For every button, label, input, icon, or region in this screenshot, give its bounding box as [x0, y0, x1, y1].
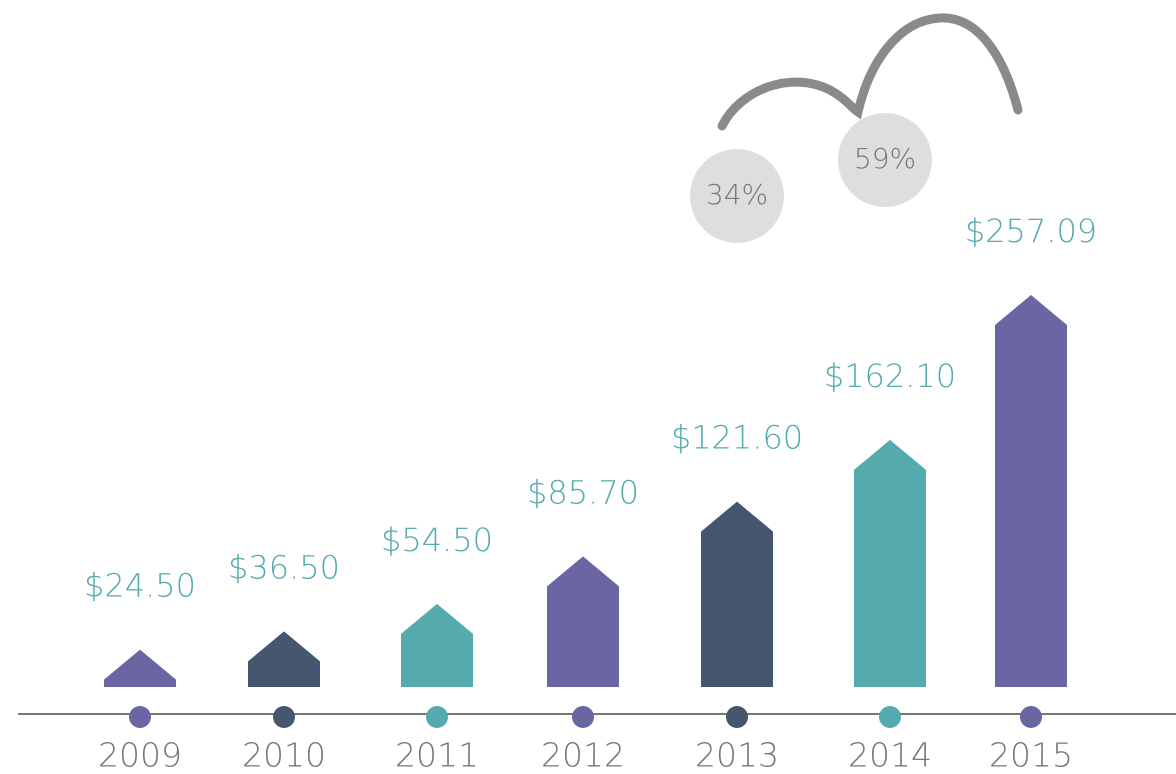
- chart: $24.50 2009 $36.50 2010 $54.50 2011 $85.70 2012…: [0, 0, 1176, 774]
- growth-label: 34%: [706, 178, 768, 211]
- x-tick-label: 2014: [848, 736, 932, 774]
- bar: [995, 295, 1067, 687]
- value-label: $24.50: [84, 567, 196, 605]
- axis-dot: [572, 706, 594, 728]
- value-label: $85.70: [527, 473, 639, 511]
- value-label: $36.50: [228, 548, 340, 586]
- value-label: $121.60: [671, 419, 803, 457]
- axis-dot: [273, 706, 295, 728]
- bar: [248, 631, 320, 687]
- x-tick-label: 2009: [98, 736, 182, 774]
- axis-dot: [879, 706, 901, 728]
- axis-dot: [1020, 706, 1042, 728]
- axis-dot: [129, 706, 151, 728]
- bar: [401, 604, 473, 687]
- growth-label: 59%: [854, 142, 916, 175]
- bar: [701, 502, 773, 687]
- x-tick-label: 2013: [695, 736, 779, 774]
- swoosh-decoration: [722, 18, 1018, 126]
- axis-dot: [426, 706, 448, 728]
- x-tick-label: 2010: [242, 736, 326, 774]
- axis-dot: [726, 706, 748, 728]
- value-label: $257.09: [965, 212, 1097, 250]
- x-tick-label: 2012: [541, 736, 625, 774]
- value-label: $162.10: [824, 357, 956, 395]
- value-label: $54.50: [381, 521, 493, 559]
- x-tick-label: 2011: [395, 736, 479, 774]
- bar: [854, 440, 926, 687]
- bar: [547, 556, 619, 687]
- bar: [104, 650, 176, 687]
- x-tick-label: 2015: [989, 736, 1073, 774]
